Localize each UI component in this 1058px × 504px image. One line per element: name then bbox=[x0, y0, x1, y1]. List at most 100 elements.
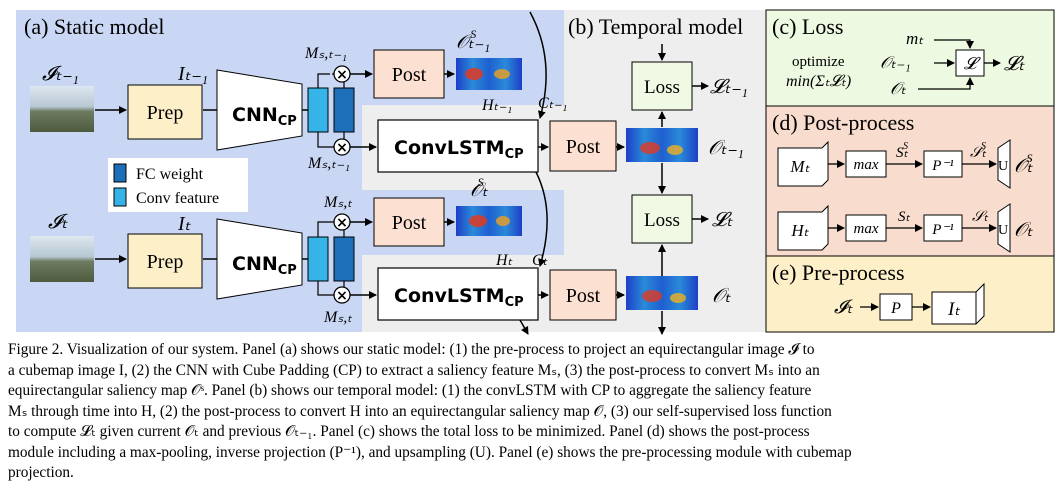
cal-s-s-label: 𝒮ₜS bbox=[970, 141, 987, 161]
legend-fc-label: FC weight bbox=[136, 166, 204, 183]
post-ht-label: Hₜ bbox=[790, 221, 809, 240]
caption-line: module including a max-pooling, inverse … bbox=[8, 443, 852, 461]
os-prev-label: 𝒪ₜ₋₁S bbox=[456, 27, 490, 53]
saliency-hotspot bbox=[667, 145, 683, 155]
saliency-hotspot bbox=[494, 69, 510, 79]
panel-c-title: (c) Loss bbox=[772, 14, 843, 39]
post-label-static-curr: Post bbox=[392, 212, 427, 234]
u-label-2: U bbox=[998, 223, 1008, 238]
pre-it-label: Iₜ bbox=[947, 299, 960, 320]
optimize-label: optimize bbox=[792, 54, 845, 70]
arrow-ot-l bbox=[918, 77, 974, 90]
pinv-label-1: P⁻¹ bbox=[931, 158, 954, 174]
post-label-temporal-curr: Post bbox=[566, 285, 601, 307]
temporal-saliency-map-prev bbox=[626, 128, 698, 162]
panel-a-title: (a) Static model bbox=[24, 14, 165, 39]
pre-i-cal-label: 𝓘ₜ bbox=[834, 297, 853, 318]
post-box-temporal-curr bbox=[549, 269, 617, 321]
panel-e-title: (e) Pre-process bbox=[772, 260, 905, 285]
p-label: P bbox=[890, 300, 901, 317]
s-t-s-label: SₜS bbox=[896, 141, 909, 161]
cube-curr-label: Iₜ bbox=[177, 213, 192, 235]
max-box-2 bbox=[845, 214, 887, 242]
loss-l-out: 𝓛ₜ bbox=[1004, 53, 1026, 75]
cnn-trapezoid-curr bbox=[216, 218, 303, 300]
loss-box-curr bbox=[631, 194, 693, 244]
out-prev-label: 𝒪ₜ₋₁ bbox=[708, 137, 744, 159]
cal-s-label: 𝒮ₜ bbox=[972, 209, 989, 225]
saliency-hotspot bbox=[642, 290, 662, 302]
input-image-curr bbox=[30, 236, 94, 282]
h-curr-label: Hₜ bbox=[495, 252, 513, 269]
max-box-1 bbox=[845, 150, 887, 178]
ht-cube bbox=[777, 204, 829, 251]
arrow-mt-l bbox=[934, 39, 974, 49]
convlstm-box-curr bbox=[377, 267, 539, 321]
post-mt-label: Mₜ bbox=[789, 157, 810, 176]
loss-curr-value: 𝓛ₜ bbox=[712, 209, 734, 231]
ms-curr-label-bottom: Mₛ,ₜ bbox=[323, 309, 352, 326]
recurrent-arrow-in bbox=[529, 11, 547, 119]
system-diagram: (a) Static model (b) Temporal model 𝓘ₜ₋₁… bbox=[16, 9, 1055, 335]
recurrent-arrow-out bbox=[519, 319, 529, 335]
loss-l-box bbox=[955, 49, 985, 77]
max-label-2: max bbox=[854, 221, 879, 237]
cnn-trapezoid-prev bbox=[216, 69, 303, 151]
pinv-label-2: P⁻¹ bbox=[931, 222, 954, 238]
loss-box-prev bbox=[631, 61, 693, 111]
fc-weight-bar-curr bbox=[333, 236, 355, 282]
saliency-hotspot bbox=[496, 216, 510, 226]
conv-feature-bar-prev bbox=[307, 87, 329, 133]
convlstm-label-curr: ConvLSTMCP bbox=[394, 285, 524, 310]
c-curr-label: Cₜ bbox=[532, 252, 548, 269]
cnn-label-prev: CNNCP bbox=[232, 104, 297, 129]
loss-prev-value: 𝓛ₜ₋₁ bbox=[710, 76, 748, 98]
caption-line: to compute 𝓛ₜ given current 𝒪ₜ and previ… bbox=[8, 423, 810, 440]
mt-cube bbox=[777, 140, 829, 187]
caption-line: Mₛ through time into H, (2) the post-pro… bbox=[8, 402, 832, 420]
loss-ot-label: 𝒪ₜ bbox=[890, 79, 907, 98]
upsample-trapezoid-1 bbox=[997, 139, 1011, 189]
caption-line: equirectangular saliency map 𝒪ˢ. Panel (… bbox=[8, 382, 812, 399]
u-label-1: U bbox=[998, 159, 1008, 174]
legend-conv-swatch bbox=[113, 187, 127, 207]
ms-curr-label: Mₛ,ₜ bbox=[323, 194, 352, 211]
min-expression: min(Σₜ𝓛ₜ) bbox=[786, 73, 851, 90]
post-label-temporal-prev: Post bbox=[566, 136, 601, 158]
prep-box-curr bbox=[127, 233, 203, 289]
post-box-static-curr bbox=[373, 197, 445, 247]
loss-mt-label: mₜ bbox=[906, 29, 924, 48]
o-t-label: 𝒪ₜ bbox=[1014, 219, 1034, 241]
legend-box bbox=[108, 158, 248, 212]
cnn-label-curr: CNNCP bbox=[232, 253, 297, 278]
panel-b-title: (b) Temporal model bbox=[568, 14, 743, 39]
caption-line: a cubemap image I, (2) the CNN with Cube… bbox=[8, 361, 820, 379]
ms-prev-label-bottom: Mₛ,ₜ₋₁ bbox=[307, 155, 350, 172]
s-t-label: Sₜ bbox=[898, 209, 911, 225]
prep-label-curr: Prep bbox=[147, 251, 184, 273]
conv-feature-bar-curr bbox=[307, 236, 329, 282]
prep-label-prev: Prep bbox=[147, 102, 184, 124]
connector-curr-bottom bbox=[317, 281, 345, 296]
max-label-1: max bbox=[854, 157, 879, 173]
static-saliency-map-curr bbox=[456, 206, 522, 236]
cube-prev-label: Iₜ₋₁ bbox=[177, 63, 208, 85]
figure-caption: Figure 2. Visualization of our system. P… bbox=[8, 340, 1048, 484]
loss-oprev-label: 𝒪ₜ₋₁ bbox=[880, 53, 911, 72]
legend-fc-swatch bbox=[113, 163, 127, 183]
multiply-symbol-curr-bottom: × bbox=[336, 288, 348, 304]
convlstm-box-prev bbox=[377, 119, 539, 173]
multiply-symbol-curr-top: × bbox=[336, 215, 348, 231]
multiply-symbol-prev-bottom: × bbox=[336, 140, 348, 156]
fc-weight-bar-prev bbox=[333, 87, 355, 133]
upsample-trapezoid-2 bbox=[997, 203, 1011, 253]
saliency-hotspot bbox=[640, 142, 660, 154]
input-prev-label: 𝓘ₜ₋₁ bbox=[42, 63, 79, 85]
post-label-static-prev: Post bbox=[392, 64, 427, 86]
out-curr-label: 𝒪ₜ bbox=[712, 285, 732, 307]
connector-curr-top bbox=[317, 221, 345, 237]
connector-prev-bottom bbox=[317, 132, 345, 148]
caption-line: Figure 2. Visualization of our system. P… bbox=[8, 341, 815, 358]
ms-prev-label: Mₛ,ₜ₋₁ bbox=[304, 45, 347, 62]
caption-line: projection. bbox=[8, 464, 74, 481]
